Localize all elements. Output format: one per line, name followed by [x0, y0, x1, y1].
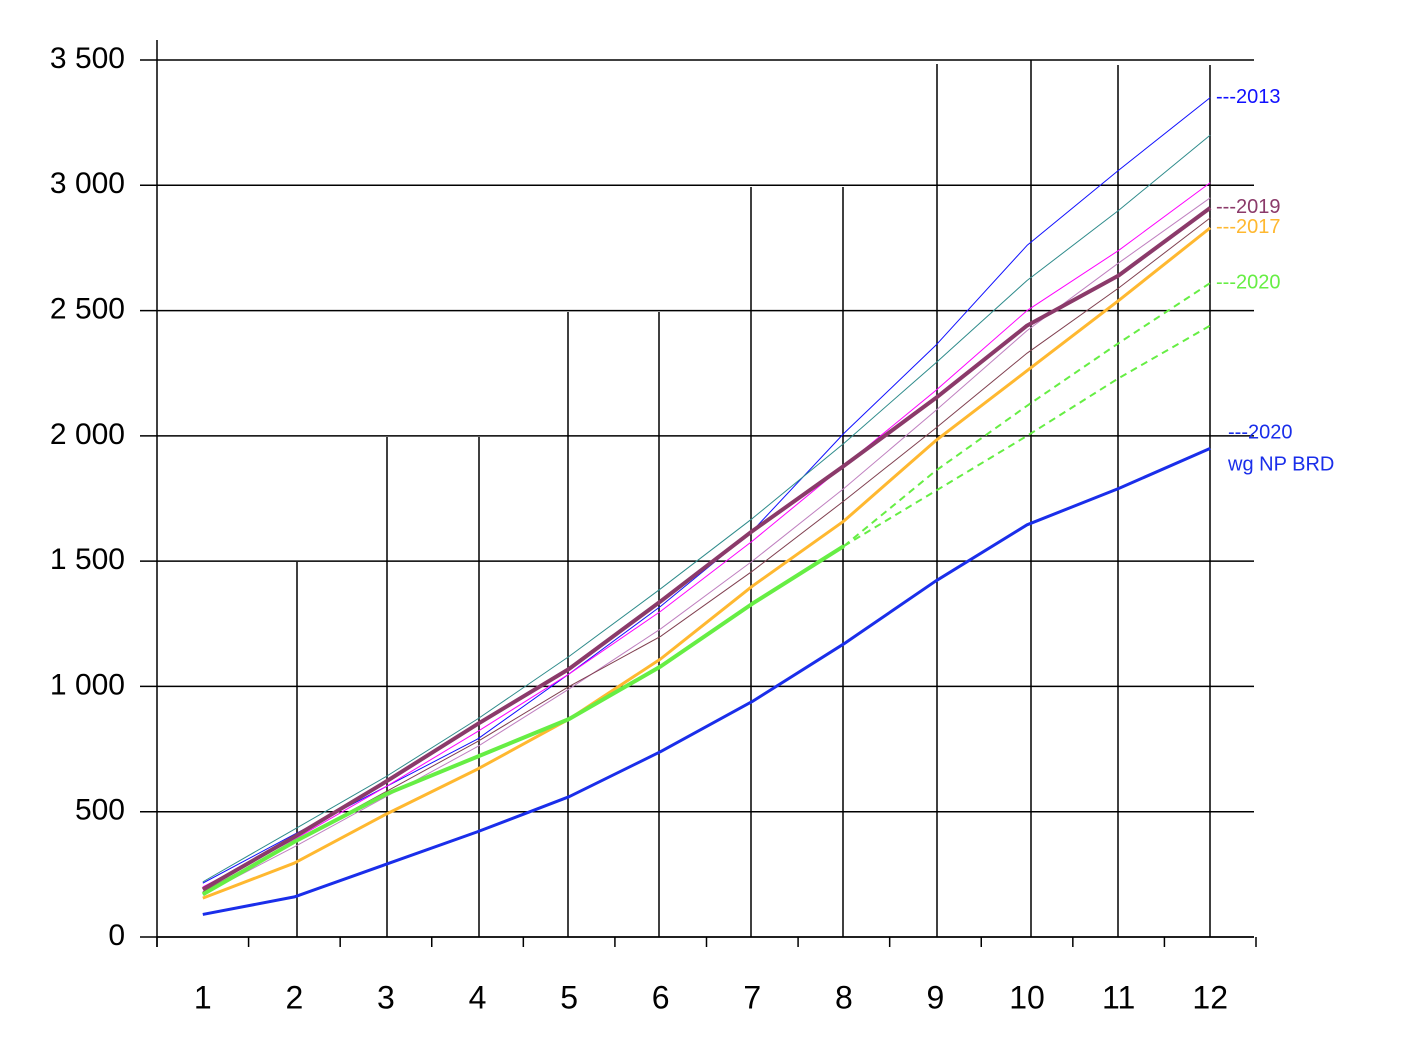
x-tick-label: 4 — [469, 979, 487, 1015]
x-tick-label: 1 — [194, 979, 212, 1015]
x-tick-label: 7 — [743, 979, 761, 1015]
series-label: ---2020 — [1216, 271, 1280, 293]
series-line — [202, 97, 1211, 884]
x-tick-label: 2 — [285, 979, 303, 1015]
series-label: ---2017 — [1216, 216, 1280, 238]
series-line — [202, 217, 1211, 893]
series-label: ---2019 — [1216, 196, 1280, 218]
y-tick-label: 500 — [75, 794, 125, 827]
x-tick-label: 9 — [927, 979, 945, 1015]
x-tick-label: 10 — [1009, 979, 1045, 1015]
series-label: wg NP BRD — [1227, 454, 1334, 476]
series-line — [201, 544, 845, 897]
series-line — [202, 447, 1211, 916]
y-tick-label: 3 500 — [50, 42, 125, 75]
y-tick-label: 3 000 — [50, 167, 125, 200]
y-tick-label: 0 — [108, 919, 125, 952]
series-line — [202, 197, 1211, 895]
x-tick-label: 11 — [1102, 979, 1135, 1015]
y-tick-label: 2 000 — [50, 418, 125, 451]
month-guides — [296, 60, 1211, 937]
series-line — [202, 134, 1211, 883]
series-label: ---2013 — [1216, 86, 1280, 108]
series-line — [843, 282, 1211, 547]
y-tick-label: 2 500 — [50, 292, 125, 325]
series-label: ---2020 — [1228, 422, 1292, 444]
y-tick-label: 1 000 — [50, 668, 125, 701]
x-tick-label: 5 — [560, 979, 578, 1015]
series-line — [202, 226, 1212, 900]
x-tick-label: 12 — [1192, 979, 1228, 1015]
x-tick-label: 3 — [377, 979, 395, 1015]
x-tick-label: 8 — [835, 979, 853, 1015]
y-tick-label: 1 500 — [50, 543, 125, 576]
series-line — [202, 182, 1211, 888]
x-tick-label: 6 — [652, 979, 670, 1015]
series-line — [201, 206, 1212, 892]
